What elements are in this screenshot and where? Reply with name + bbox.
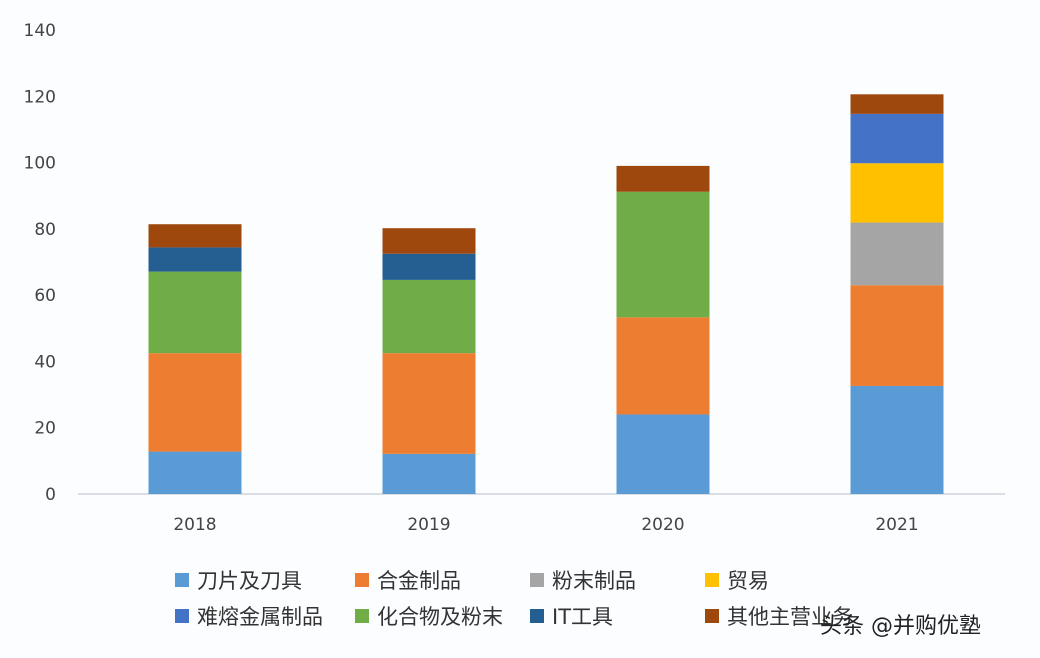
bar-segment <box>148 247 242 272</box>
legend-item: 刀片及刀具 <box>175 569 302 593</box>
legend-item: 难熔金属制品 <box>175 605 323 629</box>
legend-label: 难熔金属制品 <box>197 605 323 629</box>
bar-segment <box>850 285 944 386</box>
legend-item: 贸易 <box>705 569 769 593</box>
legend-swatch <box>175 609 189 623</box>
bar-segment <box>382 353 476 454</box>
legend-swatch <box>705 573 719 587</box>
bar-segment <box>616 317 710 415</box>
legend-swatch <box>705 609 719 623</box>
legend-item: 合金制品 <box>355 569 461 593</box>
legend-label: 其他主营业务 <box>727 605 853 629</box>
legend-swatch <box>355 573 369 587</box>
legend-item: 其他主营业务 <box>705 605 853 629</box>
watermark: 头条 @并购优塾 <box>820 614 981 639</box>
legend-item: IT工具 <box>530 605 613 629</box>
bar-segment <box>148 451 242 494</box>
y-tick-label: 100 <box>24 154 56 174</box>
bar-segment <box>850 163 944 223</box>
x-tick-label: 2018 <box>173 515 216 535</box>
y-tick-label: 120 <box>24 87 56 107</box>
legend-label: 粉末制品 <box>552 569 636 593</box>
y-tick-label: 0 <box>45 485 56 505</box>
bar-segment <box>616 414 710 494</box>
bar-segment <box>148 224 242 248</box>
legend-item: 化合物及粉末 <box>355 605 503 629</box>
y-tick-label: 80 <box>34 220 56 240</box>
legend-item: 粉末制品 <box>530 569 636 593</box>
bar-segment <box>616 191 710 318</box>
bar-segment <box>382 253 476 280</box>
legend-label: 合金制品 <box>377 569 461 593</box>
bar-segment <box>616 165 710 192</box>
bar-segment <box>382 453 476 494</box>
bar-segment <box>850 385 944 494</box>
y-tick-label: 60 <box>34 286 56 306</box>
legend-label: IT工具 <box>552 605 613 629</box>
y-tick-label: 140 <box>24 21 56 41</box>
bar-segment <box>148 353 242 452</box>
bar-segment <box>850 113 944 164</box>
x-tick-label: 2021 <box>875 515 918 535</box>
bar-segment <box>382 279 476 354</box>
legend-label: 刀片及刀具 <box>197 569 302 593</box>
y-tick-label: 40 <box>34 352 56 372</box>
legend-swatch <box>355 609 369 623</box>
legend-label: 贸易 <box>727 569 769 593</box>
legend-swatch <box>530 573 544 587</box>
legend-swatch <box>175 573 189 587</box>
x-tick-label: 2020 <box>641 515 684 535</box>
bar-segment <box>850 222 944 286</box>
bar-segment <box>850 94 944 114</box>
x-tick-label: 2019 <box>407 515 450 535</box>
legend-label: 化合物及粉末 <box>377 605 503 629</box>
legend-swatch <box>530 609 544 623</box>
y-tick-label: 20 <box>34 419 56 439</box>
bar-segment <box>148 271 242 354</box>
bar-segment <box>382 228 476 254</box>
